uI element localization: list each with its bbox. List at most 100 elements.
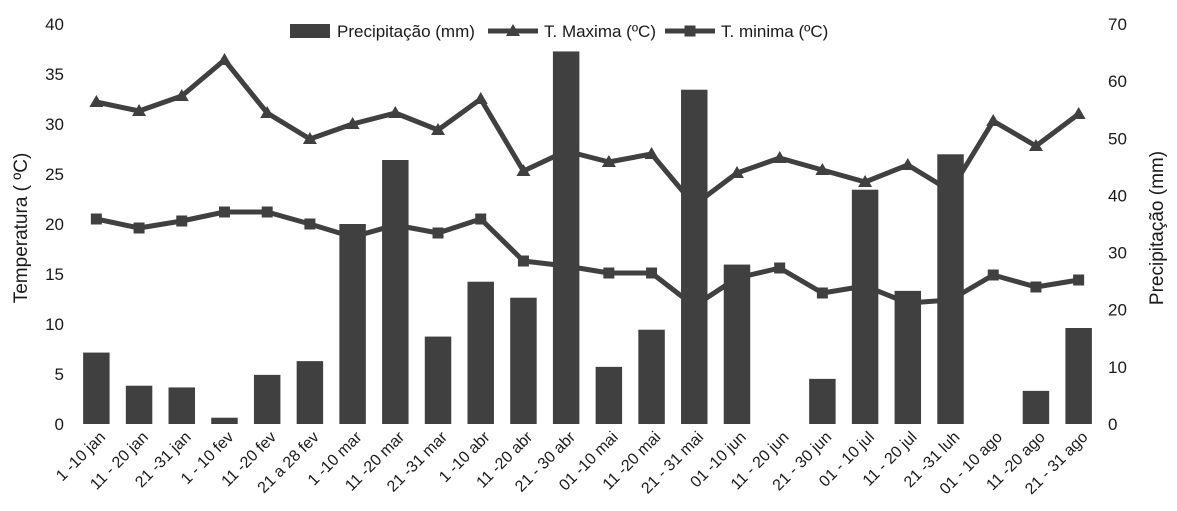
precipitation-bar <box>894 290 922 424</box>
tmin-point <box>688 300 700 312</box>
left-y-tick-label: 10 <box>45 315 64 334</box>
tmax-point <box>601 155 616 167</box>
tmax-point <box>174 89 189 101</box>
tmax-point <box>943 184 958 196</box>
legend-marker-tmax <box>506 24 520 36</box>
tmin-line <box>95 209 1080 309</box>
tmin-point <box>432 227 444 239</box>
tmax-point <box>388 106 403 118</box>
left-y-tick-label: 20 <box>45 215 64 234</box>
precipitation-bar <box>1022 390 1050 424</box>
tmax-point <box>559 144 574 156</box>
precipitation-bar <box>723 264 751 424</box>
tmax-point <box>815 163 830 175</box>
tmin-point <box>475 213 487 225</box>
precipitation-bar <box>851 189 879 424</box>
tmin-point <box>774 262 786 274</box>
precipitation-bar <box>296 361 324 424</box>
precipitation-bar <box>681 89 708 424</box>
tmin-point <box>1073 274 1085 286</box>
left-y-tick-label: 30 <box>45 115 64 134</box>
left-y-tick-label: 0 <box>55 415 64 434</box>
tmin-point <box>603 267 615 279</box>
legend: Precipitação (mm) T. Maxima (ºC) T. minima… <box>290 22 828 41</box>
precipitation-bar <box>211 417 238 424</box>
tmin-point <box>646 267 658 279</box>
left-y-tick-label: 5 <box>55 365 64 384</box>
tmin-point <box>133 222 145 234</box>
legend-label-tmin: T. minima (ºC) <box>721 22 828 41</box>
tmin-point <box>987 269 999 281</box>
tmax-point <box>473 92 488 104</box>
precipitation-bar <box>83 352 110 424</box>
precipitation-bar <box>937 154 964 425</box>
right-y-tick-label: 50 <box>1108 129 1127 148</box>
tmin-point <box>517 255 529 267</box>
left-y-tick-label: 25 <box>45 165 64 184</box>
right-y-tick-label: 70 <box>1108 15 1127 34</box>
precipitation-bar <box>510 297 537 424</box>
precipitation-bar <box>595 366 623 424</box>
tmin-point <box>218 206 230 218</box>
tmin-point <box>816 287 828 299</box>
tmax-point <box>1071 107 1086 119</box>
tmin-point <box>902 297 914 309</box>
tmin-point <box>560 260 572 272</box>
left-y-tick-label: 35 <box>45 65 64 84</box>
tmax-point <box>772 151 787 163</box>
tmax-point <box>986 114 1001 126</box>
tmax-point <box>516 164 531 176</box>
tmin-point <box>389 219 401 231</box>
tmin-point <box>347 231 359 243</box>
tmax-point <box>345 117 360 129</box>
right-axis-label: Precipitação (mm) <box>1147 151 1168 305</box>
tmax-point <box>900 158 915 170</box>
tmax-point <box>687 198 702 210</box>
right-y-tick-labels: 0 10 20 30 40 50 60 70 <box>1108 15 1127 434</box>
precipitation-bar <box>424 336 452 424</box>
precipitation-bar <box>467 281 494 424</box>
tmin-point <box>859 280 871 292</box>
tmin-point <box>1030 281 1042 293</box>
tmax-point <box>858 175 873 187</box>
precipitation-bar <box>125 385 153 424</box>
precipitation-bar <box>253 374 281 424</box>
precipitation-bar <box>1065 328 1092 424</box>
precipitation-bar <box>809 378 836 424</box>
right-y-tick-label: 10 <box>1108 358 1127 377</box>
left-y-tick-label: 15 <box>45 265 64 284</box>
tmin-point <box>90 213 102 225</box>
precipitation-bar <box>168 387 196 424</box>
legend-label-precipitation: Precipitação (mm) <box>337 22 475 41</box>
tmin-point <box>731 272 743 284</box>
tmax-point <box>729 166 744 178</box>
tmax-point <box>431 123 446 135</box>
tmax-point <box>260 106 275 118</box>
right-y-tick-label: 40 <box>1108 186 1127 205</box>
precipitation-bar <box>339 224 366 424</box>
right-y-tick-label: 30 <box>1108 244 1127 263</box>
legend-label-tmax: T. Maxima (ºC) <box>544 22 656 41</box>
right-y-tick-label: 20 <box>1108 301 1127 320</box>
legend-swatch-precipitation <box>290 24 330 38</box>
tmax-point <box>644 147 659 159</box>
tmax-point <box>302 132 317 144</box>
left-y-tick-labels: 0 5 10 15 20 25 30 35 40 <box>45 15 64 434</box>
tmax-point <box>217 53 232 65</box>
right-y-tick-label: 60 <box>1108 72 1127 91</box>
tmin-point <box>304 218 316 230</box>
tmax-line <box>95 57 1081 208</box>
precipitation-bar <box>552 51 580 425</box>
tmax-point <box>1028 139 1043 151</box>
precipitation-bar <box>638 329 665 424</box>
tmax-point <box>89 95 104 107</box>
tmax-point <box>132 104 147 116</box>
tmin-point <box>176 215 188 227</box>
tmin-point <box>945 294 957 306</box>
legend-marker-tmin <box>684 25 696 37</box>
precipitation-bar <box>382 160 409 424</box>
precipitation-bars <box>83 51 1092 425</box>
left-axis-label: Temperatura ( ºC) <box>11 153 32 304</box>
left-y-tick-label: 40 <box>45 15 64 34</box>
